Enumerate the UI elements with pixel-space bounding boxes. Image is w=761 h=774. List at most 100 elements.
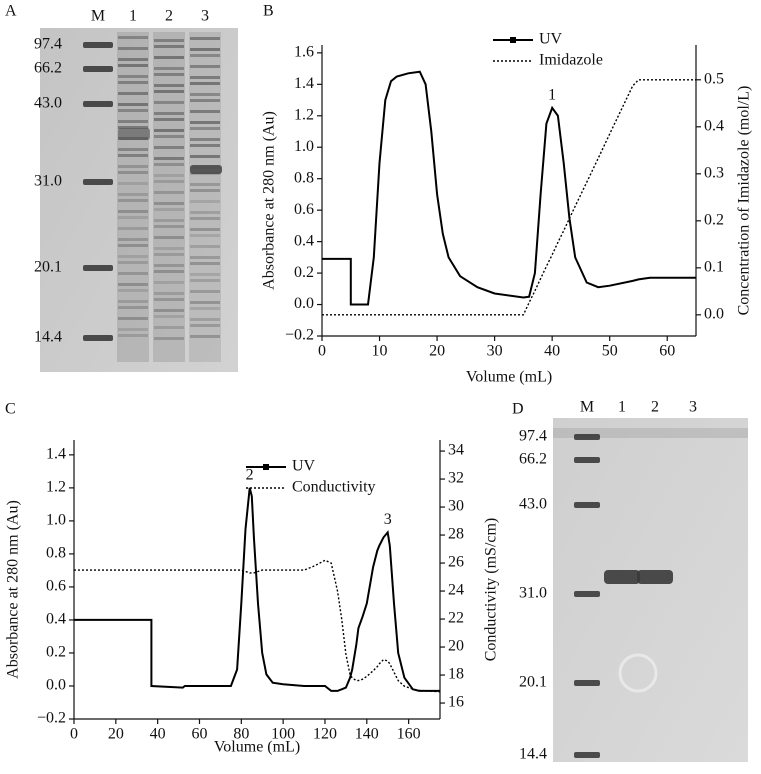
marker-label: 14.4 [519,746,547,763]
gel-band [118,193,148,196]
gel-band [190,324,220,327]
gel-lane-smear [117,32,149,362]
gel-band [118,103,148,106]
gel-band [118,92,148,95]
gel-band [154,56,184,59]
marker-band [83,101,113,107]
marker-band [83,335,113,341]
x-tick-label: 50 [602,343,618,360]
y2-tick-label: 16 [448,694,464,711]
gel-band [190,262,220,265]
marker-label: 97.4 [34,36,62,53]
gel-band [154,135,184,138]
gel-band [154,163,184,166]
gel-band [154,219,184,222]
gel-band [154,157,184,160]
gel-band [154,236,184,239]
x-tick-label: 40 [150,726,166,743]
gel-band [118,154,148,157]
gel-band [154,326,184,329]
y-tick-label: 1.6 [294,44,314,61]
gel-band [154,281,184,284]
gel-top-edge [553,428,748,438]
gel-image [40,28,238,372]
gel-band [154,247,184,250]
lane-label: M [91,8,105,25]
gel-band [154,202,184,205]
y-tick-label: 0.8 [294,169,314,186]
y2-tick-label: 0.1 [704,259,724,276]
y2-tick-label: 0.2 [704,211,724,228]
x-tick-label: 80 [233,726,249,743]
y-tick-label: −0.2 [285,327,314,344]
gel-band [154,208,184,211]
y-tick-label: 0.4 [294,232,314,249]
marker-label: 31.0 [34,173,62,190]
gel-band [190,121,220,124]
y-tick-label: 0.0 [46,677,66,694]
y2-tick-label: 0.4 [704,117,724,134]
lane-label: 2 [165,8,173,25]
y2-tick-label: 26 [448,554,464,571]
marker-band [83,42,113,48]
y2-tick-label: 24 [448,582,464,599]
x-tick-label: 10 [372,343,388,360]
marker-label: 20.1 [519,674,547,691]
gel-band [154,45,184,48]
y2-tick-label: 18 [448,666,464,683]
gel-band [190,189,220,192]
gel-band [118,199,148,202]
x-axis-label: Volume (mL) [214,739,300,756]
gel-band [118,182,148,185]
data-line [74,487,440,692]
lane-label: 3 [201,8,209,25]
y2-tick-label: 32 [448,470,464,487]
gel-lane-smear [153,32,185,362]
gel-band [190,37,220,40]
gel-band [118,171,148,174]
x-tick-label: 60 [191,726,207,743]
gel-band [154,337,184,340]
panel-label: B [263,3,274,20]
gel-band [154,309,184,312]
y2-tick-label: 34 [448,442,464,459]
gel-band [190,245,220,248]
marker-band [574,457,600,463]
data-line [322,70,696,306]
lane-label: 1 [129,8,137,25]
gel-band [190,99,220,102]
annotation: 3 [384,511,392,528]
marker-label: 43.0 [519,496,547,513]
gel-band [118,47,148,50]
gel-band [154,73,184,76]
gel-band [118,216,148,219]
x-tick-label: 100 [271,726,295,743]
y2-tick-label: 0.5 [704,70,724,87]
y-tick-label: 1.4 [294,75,314,92]
gel-band [118,306,148,309]
gel-band [154,180,184,183]
gel-band [118,165,148,168]
gel-band [154,67,184,70]
gel-band [154,129,184,132]
marker-label: 31.0 [519,585,547,602]
gel-band [118,81,148,84]
y2-tick-label: 0.0 [704,306,724,323]
gel-band [190,54,220,57]
x-tick-label: 0 [318,343,326,360]
y-tick-label: 0.6 [46,578,66,595]
gel-image [553,418,748,762]
legend-label: UV [292,458,316,475]
gel-band [154,84,184,87]
gel-band [118,64,148,67]
data-line [322,79,696,316]
gel-band [190,76,220,79]
gel-band [154,146,184,149]
y-tick-label: 1.2 [46,479,66,496]
legend-label: UV [539,31,563,48]
gel-band [118,120,148,123]
gel-band [190,183,220,186]
gel-band [190,155,220,158]
gel-band [118,210,148,213]
